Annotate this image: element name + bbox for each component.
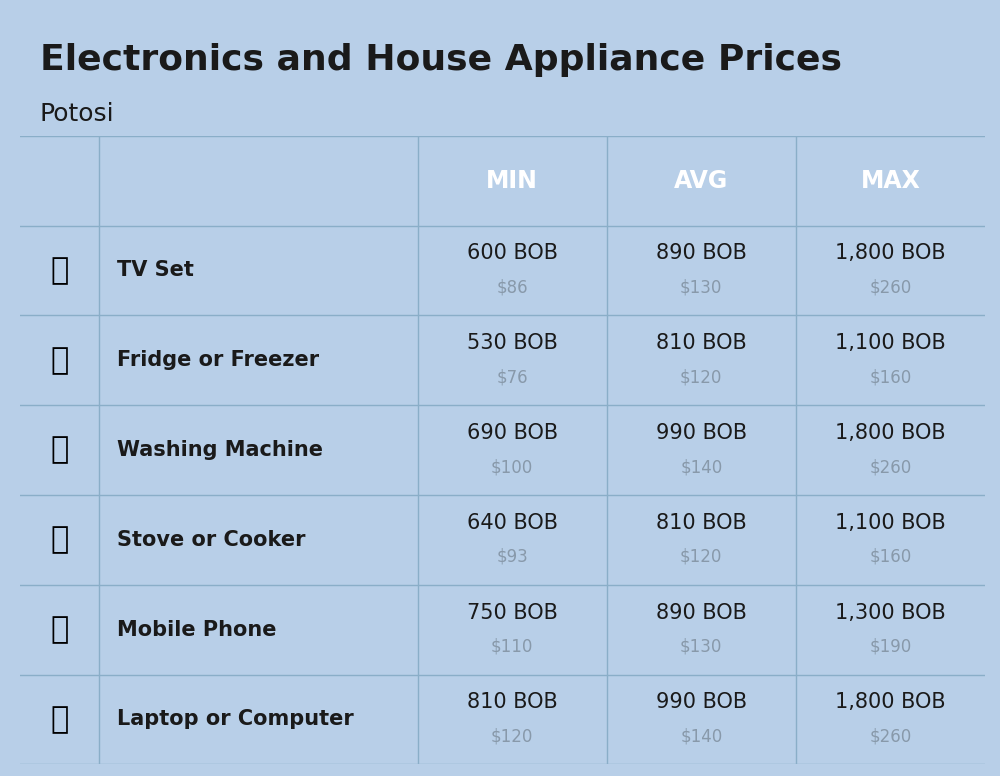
Text: MAX: MAX (860, 168, 920, 192)
Text: Stove or Cooker: Stove or Cooker (117, 530, 306, 550)
Text: 640 BOB: 640 BOB (467, 513, 558, 533)
Text: $140: $140 (680, 458, 722, 476)
Text: 990 BOB: 990 BOB (656, 692, 747, 712)
Text: 690 BOB: 690 BOB (467, 423, 558, 443)
Text: 600 BOB: 600 BOB (467, 244, 558, 263)
Text: 1,100 BOB: 1,100 BOB (835, 513, 946, 533)
Text: 🔥: 🔥 (50, 525, 69, 554)
Text: Fridge or Freezer: Fridge or Freezer (117, 350, 319, 370)
Text: TV Set: TV Set (117, 261, 194, 280)
Text: $140: $140 (680, 728, 722, 746)
Text: 1,100 BOB: 1,100 BOB (835, 333, 946, 353)
Text: 990 BOB: 990 BOB (656, 423, 747, 443)
Text: 750 BOB: 750 BOB (467, 603, 558, 622)
Text: 💻: 💻 (50, 705, 69, 734)
Text: 📺: 📺 (50, 256, 69, 285)
Text: 🌀: 🌀 (50, 435, 69, 465)
Text: 890 BOB: 890 BOB (656, 244, 747, 263)
Text: $260: $260 (869, 728, 912, 746)
Text: Mobile Phone: Mobile Phone (117, 620, 277, 639)
Text: 📱: 📱 (50, 615, 69, 644)
Text: 530 BOB: 530 BOB (467, 333, 558, 353)
Text: $260: $260 (869, 279, 912, 296)
Text: $160: $160 (869, 369, 912, 386)
Text: $160: $160 (869, 548, 912, 566)
Text: AVG: AVG (674, 168, 728, 192)
Text: Potosi: Potosi (40, 102, 115, 126)
Text: 890 BOB: 890 BOB (656, 603, 747, 622)
Text: $86: $86 (496, 279, 528, 296)
Text: $260: $260 (869, 458, 912, 476)
Text: Laptop or Computer: Laptop or Computer (117, 709, 354, 729)
Text: $130: $130 (680, 638, 722, 656)
Text: 810 BOB: 810 BOB (467, 692, 558, 712)
Text: $130: $130 (680, 279, 722, 296)
Text: 1,800 BOB: 1,800 BOB (835, 423, 946, 443)
Text: $120: $120 (680, 548, 722, 566)
Text: $110: $110 (491, 638, 533, 656)
Text: $120: $120 (491, 728, 533, 746)
Text: Electronics and House Appliance Prices: Electronics and House Appliance Prices (40, 43, 842, 77)
Text: 810 BOB: 810 BOB (656, 513, 747, 533)
Text: 1,300 BOB: 1,300 BOB (835, 603, 946, 622)
Text: $190: $190 (869, 638, 912, 656)
Text: 1,800 BOB: 1,800 BOB (835, 244, 946, 263)
Text: $120: $120 (680, 369, 722, 386)
Text: $93: $93 (496, 548, 528, 566)
Text: Washing Machine: Washing Machine (117, 440, 323, 460)
Text: $100: $100 (491, 458, 533, 476)
Text: 810 BOB: 810 BOB (656, 333, 747, 353)
Text: 🧊: 🧊 (50, 346, 69, 375)
Text: MIN: MIN (486, 168, 538, 192)
Text: $76: $76 (496, 369, 528, 386)
Text: 1,800 BOB: 1,800 BOB (835, 692, 946, 712)
